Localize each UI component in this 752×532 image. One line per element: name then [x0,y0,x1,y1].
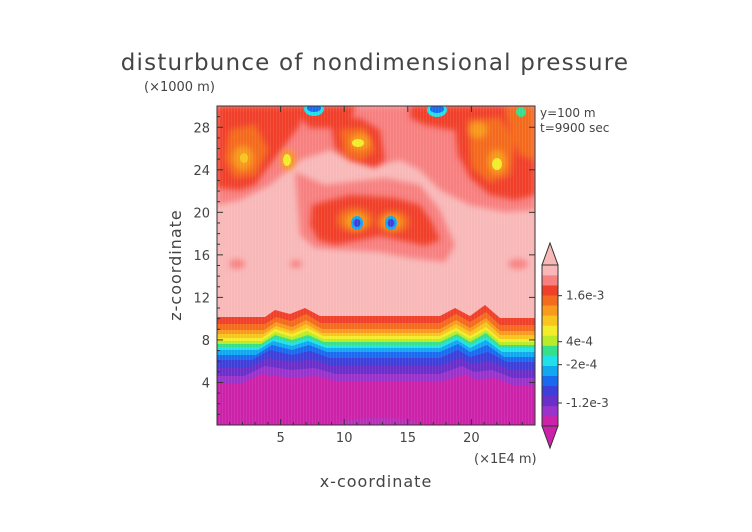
y-tick-label: 16 [193,249,210,264]
colorbar-min-arrow [541,425,559,450]
y-tick-label: 28 [193,121,210,136]
x-tick-label: 5 [276,431,284,446]
colorbar: 1.6e-3 4e-4 -2e-4 -1.2e-3 [541,241,609,450]
y-tick-label: 12 [193,291,210,306]
colorbar-label: -2e-4 [566,358,597,372]
colorbar-swatch [542,315,558,326]
x-axis-title: x-coordinate [320,472,433,491]
colorbar-swatch [542,365,558,376]
colorbar-swatch [542,325,558,336]
colorbar-swatch [542,395,558,407]
x-tick-label: 15 [400,431,417,446]
colorbar-label: 1.6e-3 [566,289,604,303]
x-axis: 5 10 15 20 [229,106,523,446]
colorbar-label: -1.2e-3 [566,396,609,410]
contour-field [217,106,535,425]
x-unit-label: (×1E4 m) [474,452,537,467]
colorbar-frame [541,264,559,427]
colorbar-swatch [542,345,558,356]
colorbar-swatch [542,405,558,417]
colorbar-swatch [542,305,558,316]
x-tick-label: 20 [463,431,480,446]
y-tick-label: 24 [193,164,210,179]
colorbar-label: 4e-4 [566,335,593,349]
y-tick-label: 20 [193,206,210,221]
y-tick-label: 8 [202,334,210,349]
colorbar-swatch [542,285,558,296]
colorbar-max-arrow [541,241,559,266]
info-y-label: y=100 m [540,106,596,120]
info-time-label: t=9900 sec [540,121,609,135]
y-axis-title: z-coordinate [166,209,185,321]
chart-title: disturbunce of nondimensional pressure [121,50,629,76]
colorbar-swatch [542,385,558,397]
colorbar-swatch [542,275,558,286]
y-tick-label: 4 [202,376,210,391]
colorbar-swatch [542,295,558,306]
colorbar-swatch [542,265,558,276]
z-unit-label: (×1000 m) [144,80,215,95]
colorbar-swatch [542,375,558,387]
colorbar-swatch [542,335,558,346]
y-axis: 4 8 12 16 20 24 28 [193,116,535,415]
x-tick-label: 10 [336,431,353,446]
colorbar-swatch [542,355,558,366]
colorbar-swatch [542,415,558,427]
